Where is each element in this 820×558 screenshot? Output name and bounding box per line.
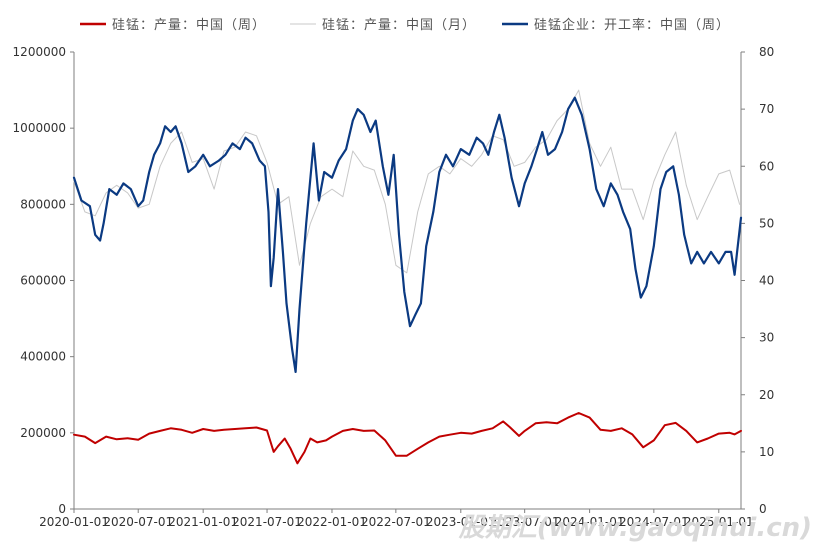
y-left-tick-label: 200000 xyxy=(20,426,66,440)
x-tick-label: 2022-01-01 xyxy=(297,515,367,529)
y-right-tick-label: 10 xyxy=(759,445,774,459)
y-right-tick-label: 70 xyxy=(759,102,774,116)
y-left-tick-label: 1000000 xyxy=(13,121,66,135)
watermark-text: 股期汇(www.gaoqihui.cn) xyxy=(458,513,812,543)
x-tick-label: 2024-01-01 xyxy=(555,515,625,529)
x-tick-label: 2020-01-01 xyxy=(39,515,109,529)
chart-legend: 硅锰：产量：中国（周） 硅锰：产量：中国（月） 硅锰企业：开工率：中国（周） xyxy=(80,17,730,33)
x-axis-ticks: 2020-01-012020-07-012021-01-012021-07-01… xyxy=(39,509,754,529)
x-tick-label: 2021-01-01 xyxy=(168,515,238,529)
x-tick-label: 2023-07-01 xyxy=(490,515,560,529)
y-left-tick-label: 600000 xyxy=(20,274,66,288)
y-left-tick-label: 0 xyxy=(58,502,66,516)
series-line-2 xyxy=(72,96,743,373)
y-left-tick-label: 1200000 xyxy=(13,45,66,59)
x-tick-label: 2021-07-01 xyxy=(232,515,302,529)
legend-label-0: 硅锰：产量：中国（周） xyxy=(112,18,266,33)
y-right-tick-label: 0 xyxy=(759,502,767,516)
series-line-1 xyxy=(73,89,741,274)
legend-label-2: 硅锰企业：开工率：中国（周） xyxy=(534,17,730,33)
series-line-0 xyxy=(73,412,742,465)
y-axis-left-ticks: 0 200000 400000 600000 800000 1000000 1200000 xyxy=(13,45,74,516)
y-right-tick-label: 30 xyxy=(759,331,774,345)
chart-axes xyxy=(73,52,742,510)
y-right-tick-label: 40 xyxy=(759,274,774,288)
legend-label-1: 硅锰：产量：中国（月） xyxy=(322,18,476,33)
x-tick-label: 2022-07-01 xyxy=(361,515,431,529)
x-tick-label: 2025-01-01 xyxy=(684,515,754,529)
y-left-tick-label: 400000 xyxy=(20,350,66,364)
y-axis-right-ticks: 0 10 20 30 40 50 60 70 80 xyxy=(741,45,774,516)
chart-series xyxy=(72,89,743,465)
x-tick-label: 2020-07-01 xyxy=(103,515,173,529)
y-right-tick-label: 80 xyxy=(759,45,774,59)
y-left-tick-label: 800000 xyxy=(20,197,66,211)
y-right-tick-label: 60 xyxy=(759,159,774,173)
y-right-tick-label: 50 xyxy=(759,216,774,230)
x-tick-label: 2023-01-01 xyxy=(426,515,496,529)
y-right-tick-label: 20 xyxy=(759,388,774,402)
x-tick-label: 2024-07-01 xyxy=(619,515,689,529)
